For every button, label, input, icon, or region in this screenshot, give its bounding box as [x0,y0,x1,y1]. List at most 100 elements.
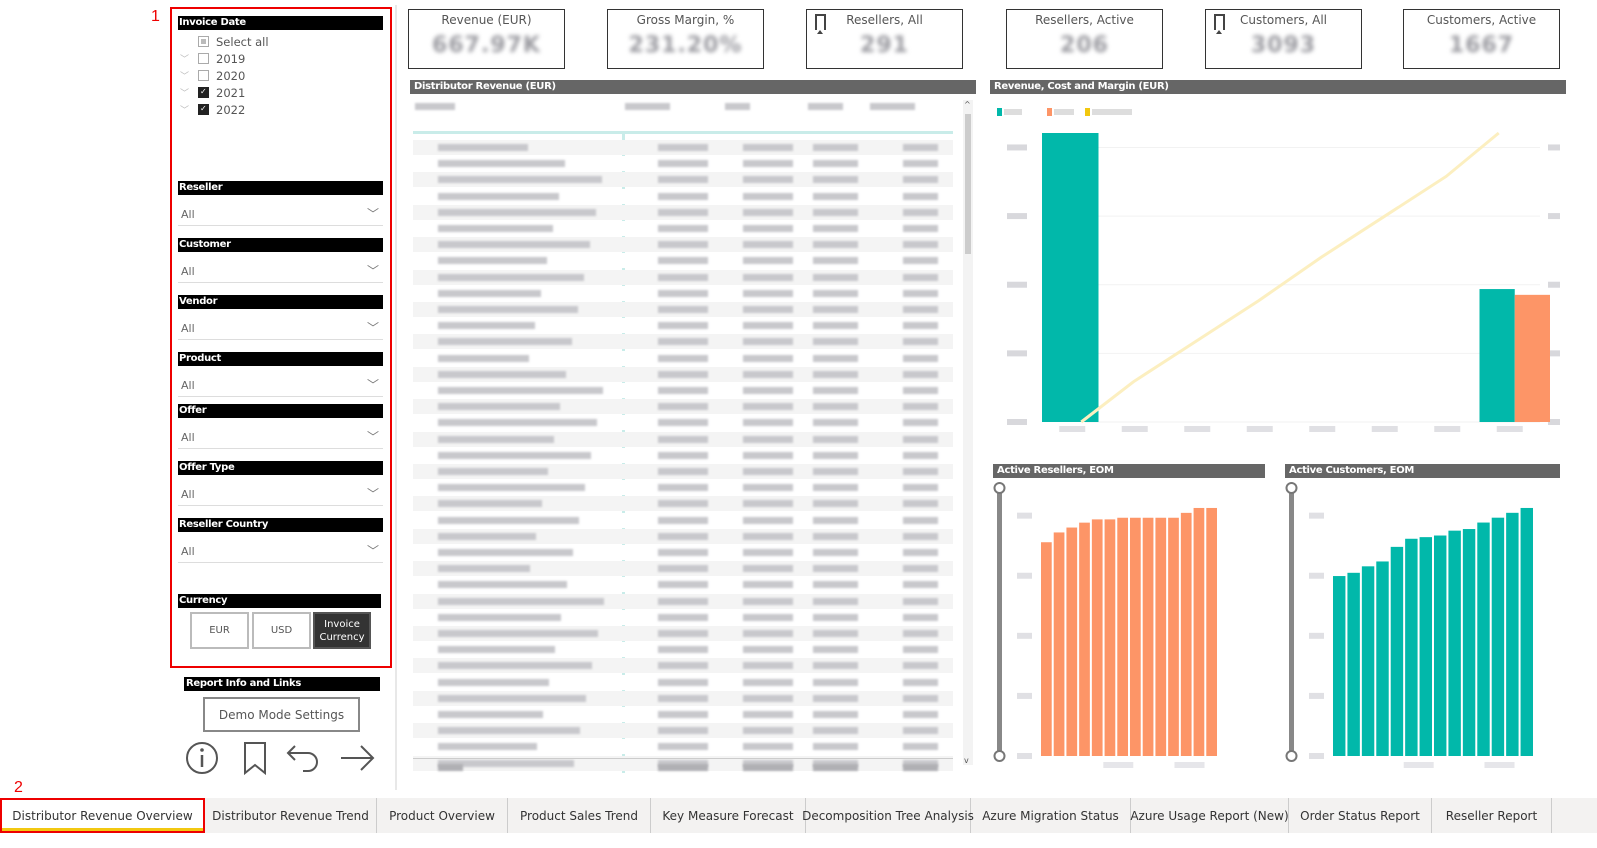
date-item[interactable]: ﹀ 2019 [178,50,269,67]
table-row[interactable] [413,415,953,431]
slicer-dropdown[interactable]: All ﹀ [178,425,383,449]
table-row[interactable] [413,318,953,334]
page-tab[interactable]: Azure Usage Report (New) [1130,798,1289,833]
table-row[interactable] [413,642,953,658]
slicer-dropdown[interactable]: All ﹀ [178,316,383,340]
table-cell [903,451,938,459]
table-row[interactable] [413,140,953,155]
table-row[interactable] [413,302,953,317]
range-slider-track[interactable] [1289,486,1294,758]
date-item[interactable]: ﹀ 2022 [178,101,269,118]
column-header[interactable] [415,103,455,110]
slicer-dropdown[interactable]: All ﹀ [178,539,383,563]
table-row[interactable] [413,334,953,350]
date-item[interactable]: Select all [178,33,269,50]
table-row[interactable] [413,221,953,236]
slicer-dropdown[interactable]: All ﹀ [178,482,383,506]
slicer-dropdown[interactable]: All ﹀ [178,259,383,283]
table-row[interactable] [413,188,953,204]
demo-mode-settings-button[interactable]: Demo Mode Settings [203,697,360,732]
table-cell [903,532,938,540]
range-slider-handle[interactable] [1285,750,1298,762]
table-row[interactable] [413,399,953,415]
table-row[interactable] [413,707,953,722]
date-item[interactable]: ﹀ 2020 [178,67,269,84]
table-row[interactable] [413,561,953,577]
table-row[interactable] [413,626,953,641]
table-row[interactable] [413,739,953,755]
slicer-dropdown[interactable]: All ﹀ [178,202,383,226]
expand-chevron-icon[interactable]: ﹀ [180,89,190,99]
page-tab[interactable]: Key Measure Forecast [651,798,806,833]
expand-chevron-icon[interactable]: ﹀ [180,106,190,116]
table-row[interactable] [413,480,953,496]
bookmark-icon[interactable] [815,14,826,34]
table-row[interactable] [413,464,953,479]
checkbox[interactable] [198,104,209,115]
table-row[interactable] [413,447,953,463]
table-row[interactable] [413,237,953,253]
info-icon[interactable] [186,742,218,774]
table-row[interactable] [413,496,953,512]
page-tab[interactable]: Product Sales Trend [508,798,651,833]
table-row[interactable] [413,383,953,398]
page-tab[interactable]: Distributor Revenue Overview [0,798,205,833]
kpi-card: Resellers, Active 206 [1006,9,1163,69]
currency-eur-button[interactable]: EUR [190,612,249,649]
expand-chevron-icon[interactable]: ﹀ [180,55,190,65]
page-tab[interactable]: Decomposition Tree Analysis [802,798,974,833]
range-slider-handle[interactable] [1285,482,1298,494]
currency-invoice-button[interactable]: Invoice Currency [313,612,371,649]
checkbox[interactable] [198,87,209,98]
back-arrow-icon[interactable] [286,745,318,772]
range-slider-handle[interactable] [993,750,1006,762]
table-row[interactable] [413,512,953,528]
table-row[interactable] [413,658,953,674]
table-cell [903,241,938,249]
table-row[interactable] [413,269,953,285]
currency-usd-button[interactable]: USD [252,612,311,649]
page-tab[interactable]: Azure Migration Status [971,798,1131,833]
column-header[interactable] [870,103,915,110]
table-row[interactable] [413,204,953,220]
table-row[interactable] [413,609,953,625]
page-tab[interactable]: Reseller Report [1432,798,1552,833]
date-item[interactable]: ﹀ 2021 [178,84,269,101]
column-header[interactable] [725,103,750,110]
table-row[interactable] [413,253,953,269]
column-header[interactable] [625,103,670,110]
page-tab[interactable]: Order Status Report [1289,798,1432,833]
table-row[interactable] [413,674,953,690]
table-row[interactable] [413,366,953,382]
table-scrollbar[interactable]: ^ v [963,100,973,765]
forward-arrow-icon[interactable] [341,745,375,771]
page-tab[interactable]: Product Overview [377,798,508,833]
table-row[interactable] [413,172,953,188]
table-cell [743,241,793,249]
table-row[interactable] [413,431,953,447]
range-slider-track[interactable] [997,486,1002,758]
expand-chevron-icon[interactable]: ﹀ [180,72,190,82]
table-row[interactable] [413,528,953,544]
column-header[interactable] [808,103,843,110]
table-row[interactable] [413,285,953,301]
checkbox[interactable] [198,36,209,47]
y-tick-label [1017,632,1032,639]
table-row[interactable] [413,690,953,706]
range-slider-handle[interactable] [993,482,1006,494]
checkbox[interactable] [198,70,209,81]
table-row[interactable] [413,577,953,593]
table-row[interactable] [413,156,953,172]
dropdown-value: All [181,322,195,335]
table-row[interactable] [413,723,953,739]
slicer-dropdown[interactable]: All ﹀ [178,373,383,397]
bookmark-icon[interactable] [1214,14,1225,34]
checkbox[interactable] [198,53,209,64]
table-row[interactable] [413,593,953,609]
page-tab[interactable]: Distributor Revenue Trend [205,798,377,833]
table-row[interactable] [413,545,953,560]
kpi-label: Resellers, All [846,13,923,27]
kpi-value: 206 [1060,33,1109,58]
bookmark-icon[interactable] [244,742,266,776]
table-row[interactable] [413,350,953,366]
